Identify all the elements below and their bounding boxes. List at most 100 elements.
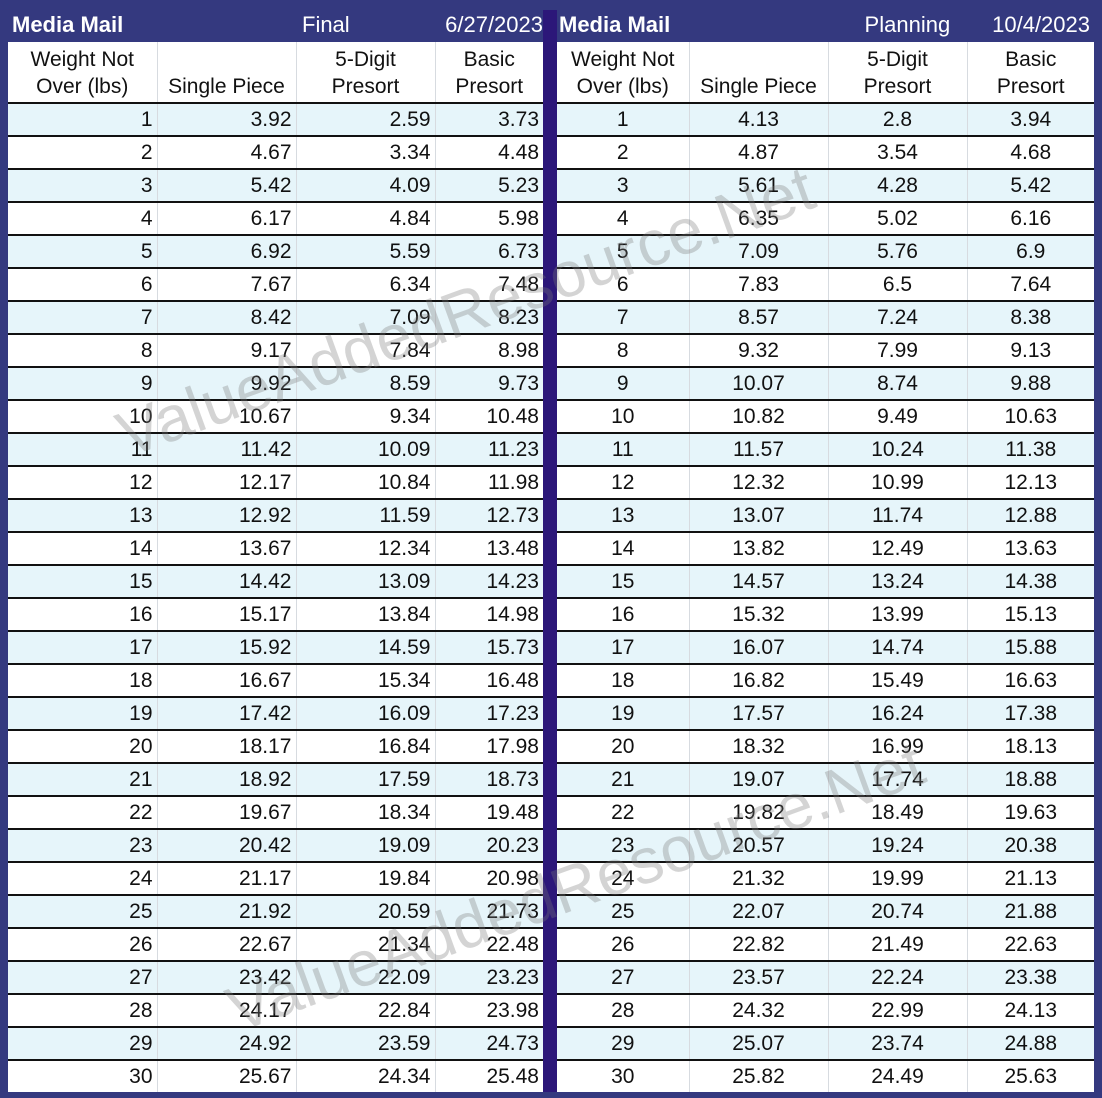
five-digit-presort-cell: 17.74	[828, 763, 968, 797]
single-piece-cell: 23.42	[157, 961, 297, 995]
weight-cell: 3	[557, 169, 690, 203]
weight-cell: 15	[557, 565, 690, 599]
weight-cell: 30	[557, 1060, 690, 1092]
weight-cell: 18	[8, 664, 158, 698]
five-digit-presort-cell: 19.99	[828, 862, 968, 896]
single-piece-cell: 8.42	[157, 301, 297, 335]
basic-presort-cell: 14.98	[435, 598, 543, 632]
five-digit-presort-cell: 22.99	[828, 994, 968, 1028]
five-digit-presort-cell: 10.84	[296, 466, 436, 500]
five-digit-presort-cell: 14.59	[296, 631, 436, 665]
five-digit-presort-cell: 16.24	[828, 697, 968, 731]
weight-cell: 17	[557, 631, 690, 665]
basic-presort-cell: 15.88	[967, 631, 1094, 665]
five-digit-presort-cell: 22.84	[296, 994, 436, 1028]
weight-cell: 22	[8, 796, 158, 830]
five-digit-presort-cell: 2.59	[296, 103, 436, 137]
table-row: 2 4.67 3.34 4.48	[8, 136, 543, 170]
weight-cell: 29	[8, 1027, 158, 1061]
col-header-weight: Weight Not Over (lbs)	[8, 42, 158, 104]
weight-cell: 14	[557, 532, 690, 566]
final-rates-table: Weight Not Over (lbs) Single Piece 5-Dig…	[8, 42, 543, 1092]
table-row: 13 13.07 11.74 12.88	[557, 499, 1094, 533]
weight-cell: 16	[557, 598, 690, 632]
basic-presort-cell: 3.94	[967, 103, 1094, 137]
table-row: 1 4.13 2.8 3.94	[557, 103, 1094, 137]
basic-presort-cell: 18.88	[967, 763, 1094, 797]
five-digit-presort-cell: 11.74	[828, 499, 968, 533]
five-digit-presort-cell: 13.24	[828, 565, 968, 599]
table-row: 27 23.42 22.09 23.23	[8, 961, 543, 995]
single-piece-cell: 12.17	[157, 466, 297, 500]
single-piece-cell: 9.17	[157, 334, 297, 368]
five-digit-presort-cell: 10.24	[828, 433, 968, 467]
single-piece-cell: 7.83	[689, 268, 829, 302]
weight-cell: 2	[8, 136, 158, 170]
weight-cell: 21	[8, 763, 158, 797]
planning-date-label: 10/4/2023	[992, 12, 1090, 37]
weight-cell: 27	[557, 961, 690, 995]
table-row: 21 18.92 17.59 18.73	[8, 763, 543, 797]
table-row: 6 7.67 6.34 7.48	[8, 268, 543, 302]
single-piece-cell: 16.07	[689, 631, 829, 665]
table-row: 1 3.92 2.59 3.73	[8, 103, 543, 137]
table-row: 19 17.57 16.24 17.38	[557, 697, 1094, 731]
basic-presort-cell: 9.13	[967, 334, 1094, 368]
table-row: 5 6.92 5.59 6.73	[8, 235, 543, 269]
weight-cell: 4	[557, 202, 690, 236]
table-row: 8 9.32 7.99 9.13	[557, 334, 1094, 368]
single-piece-cell: 21.92	[157, 895, 297, 929]
col-header-weight: Weight Not Over (lbs)	[557, 42, 690, 104]
single-piece-cell: 24.92	[157, 1027, 297, 1061]
five-digit-presort-cell: 7.99	[828, 334, 968, 368]
table-row: 17 16.07 14.74 15.88	[557, 631, 1094, 665]
weight-cell: 22	[557, 796, 690, 830]
table-row: 10 10.67 9.34 10.48	[8, 400, 543, 434]
single-piece-cell: 12.32	[689, 466, 829, 500]
table-row: 24 21.17 19.84 20.98	[8, 862, 543, 896]
five-digit-presort-cell: 18.34	[296, 796, 436, 830]
single-piece-cell: 4.87	[689, 136, 829, 170]
basic-presort-cell: 3.73	[435, 103, 543, 137]
weight-cell: 10	[8, 400, 158, 434]
weight-cell: 1	[557, 103, 690, 137]
basic-presort-cell: 23.38	[967, 961, 1094, 995]
weight-cell: 13	[557, 499, 690, 533]
col-header-5-digit: 5-Digit Presort	[296, 42, 436, 104]
table-row: 7 8.42 7.09 8.23	[8, 301, 543, 335]
basic-presort-cell: 21.73	[435, 895, 543, 929]
five-digit-presort-cell: 5.02	[828, 202, 968, 236]
single-piece-cell: 15.92	[157, 631, 297, 665]
table-row: 17 15.92 14.59 15.73	[8, 631, 543, 665]
five-digit-presort-cell: 6.5	[828, 268, 968, 302]
table-row: 15 14.57 13.24 14.38	[557, 565, 1094, 599]
table-row: 28 24.32 22.99 24.13	[557, 994, 1094, 1028]
weight-cell: 3	[8, 169, 158, 203]
weight-cell: 18	[557, 664, 690, 698]
single-piece-cell: 18.92	[157, 763, 297, 797]
five-digit-presort-cell: 9.49	[828, 400, 968, 434]
five-digit-presort-cell: 2.8	[828, 103, 968, 137]
basic-presort-cell: 14.38	[967, 565, 1094, 599]
basic-presort-cell: 8.23	[435, 301, 543, 335]
single-piece-cell: 11.57	[689, 433, 829, 467]
weight-cell: 19	[8, 697, 158, 731]
table-row: 29 24.92 23.59 24.73	[8, 1027, 543, 1061]
basic-presort-cell: 19.48	[435, 796, 543, 830]
basic-presort-cell: 13.63	[967, 532, 1094, 566]
basic-presort-cell: 18.73	[435, 763, 543, 797]
table-row: 4 6.17 4.84 5.98	[8, 202, 543, 236]
basic-presort-cell: 8.98	[435, 334, 543, 368]
weight-cell: 11	[557, 433, 690, 467]
five-digit-presort-cell: 7.24	[828, 301, 968, 335]
single-piece-cell: 6.17	[157, 202, 297, 236]
basic-presort-cell: 13.48	[435, 532, 543, 566]
basic-presort-cell: 9.88	[967, 367, 1094, 401]
five-digit-presort-cell: 10.09	[296, 433, 436, 467]
table-row: 14 13.67 12.34 13.48	[8, 532, 543, 566]
final-header-row: Weight Not Over (lbs) Single Piece 5-Dig…	[8, 42, 543, 104]
weight-cell: 26	[8, 928, 158, 962]
final-rates-body: 1 3.92 2.59 3.73 2 4.67 3.34 4.48 3 5.42 4.09 5.23 4…	[8, 103, 543, 1092]
five-digit-presort-cell: 16.99	[828, 730, 968, 764]
weight-cell: 10	[557, 400, 690, 434]
